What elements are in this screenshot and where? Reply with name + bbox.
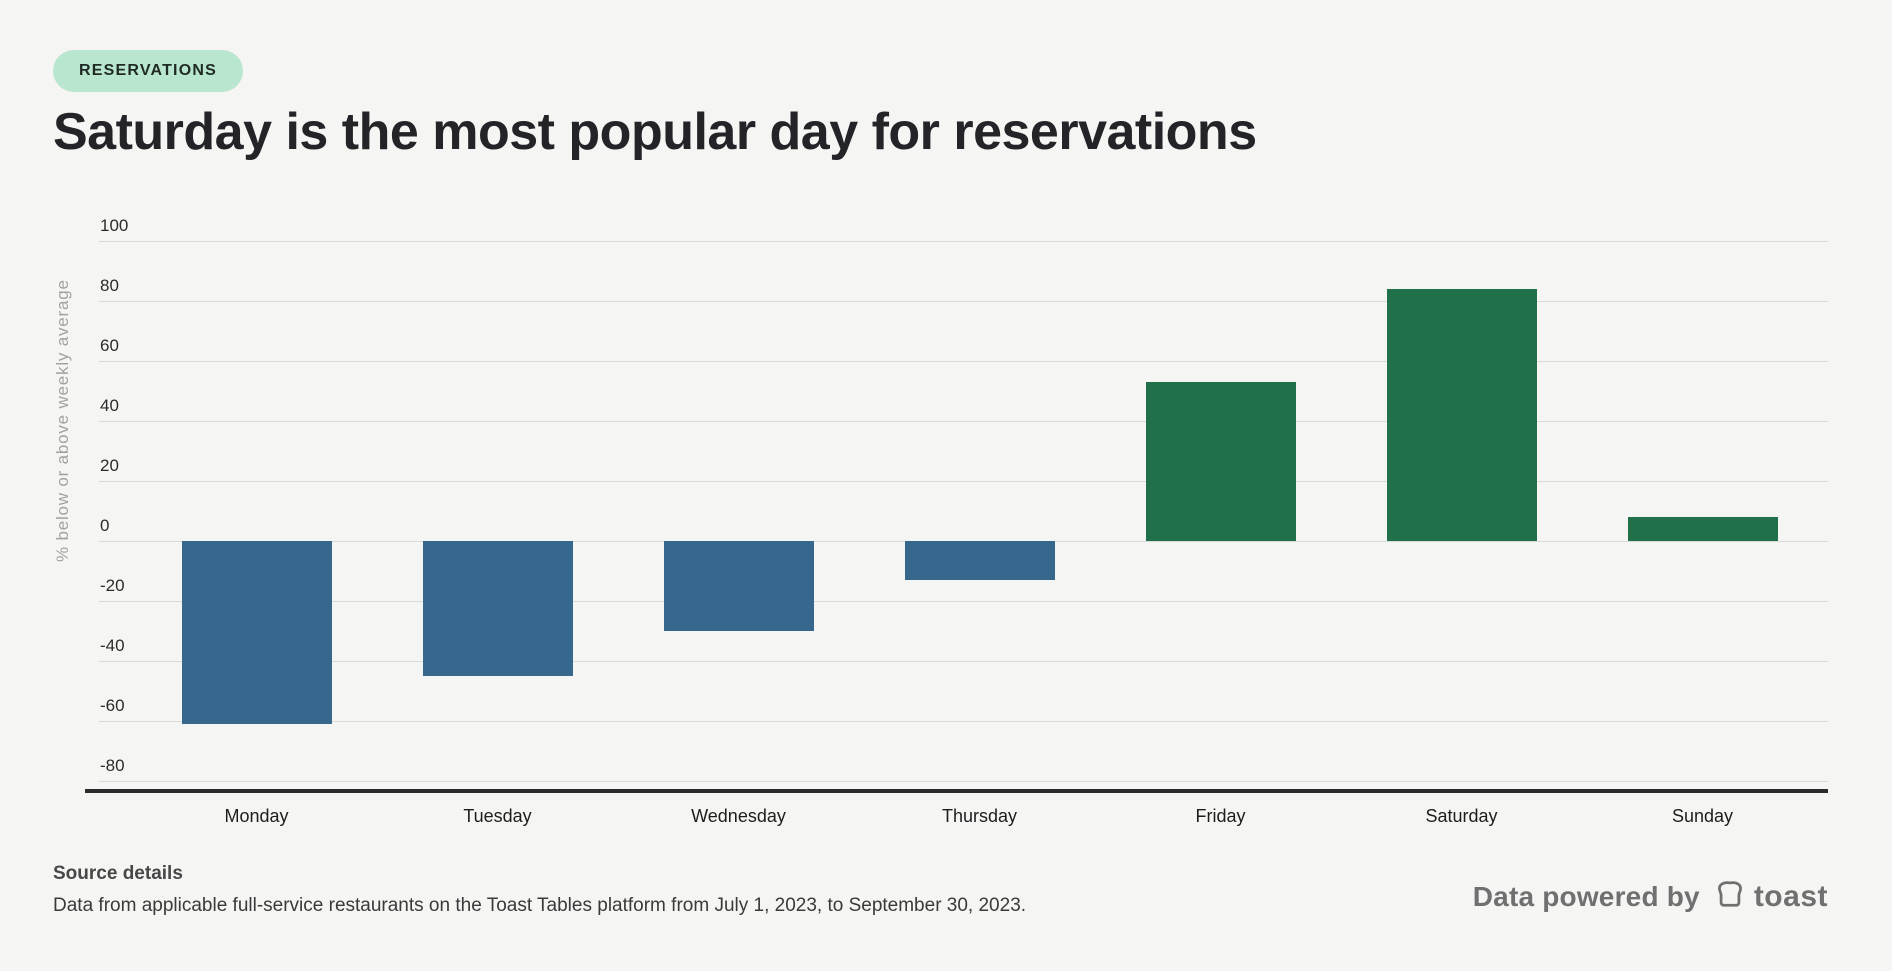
y-tick-label: 100 [100, 216, 129, 236]
grid-line [99, 241, 1828, 243]
x-axis-label: Monday [224, 806, 289, 827]
x-axis-labels: Monday Tuesday Wednesday Thursday Friday Satu… [136, 803, 1823, 829]
x-axis-label: Friday [1195, 806, 1246, 827]
bar-column [859, 241, 1100, 781]
y-axis-title: % below or above weekly average [53, 279, 72, 563]
y-tick-label: -80 [100, 756, 125, 776]
bar-column [1100, 241, 1341, 781]
bar-wednesday [663, 541, 814, 632]
bar-column [618, 241, 859, 781]
bar-column [1341, 241, 1582, 781]
bar-chart: % below or above weekly average 100 80 60 4… [53, 216, 1828, 853]
bar-column [1582, 241, 1823, 781]
source-heading: Source details [53, 863, 183, 885]
powered-by-label: Data powered by [1472, 880, 1700, 912]
y-tick-label: -20 [100, 576, 125, 596]
bar-saturday [1386, 289, 1537, 542]
bars-container [136, 241, 1823, 781]
x-axis-line [85, 789, 1828, 794]
y-tick-label: 40 [100, 396, 119, 416]
source-details: Source details Data from applicable full… [53, 863, 1026, 917]
source-text: Data from applicable full-service restau… [53, 895, 1027, 917]
page-title: Saturday is the most popular day for res… [53, 103, 1257, 161]
grid-line [99, 301, 1828, 303]
x-axis-label: Sunday [1671, 806, 1734, 827]
x-axis-label: Saturday [1425, 806, 1498, 827]
plot-area: % below or above weekly average 100 80 60 4… [53, 216, 1828, 826]
y-tick-label: -40 [100, 636, 125, 656]
bar-column [377, 241, 618, 781]
bar-tuesday [422, 541, 573, 677]
grid-line [99, 601, 1828, 603]
y-tick-label: 60 [100, 336, 119, 356]
y-tick-label: 20 [100, 456, 119, 476]
y-tick-label: 80 [100, 276, 119, 296]
bar-monday [181, 541, 332, 725]
toast-bread-icon [1714, 878, 1746, 915]
bar-sunday [1627, 517, 1778, 542]
y-tick-label: -60 [100, 696, 125, 716]
bar-thursday [904, 541, 1055, 581]
grid-line [99, 781, 1828, 783]
grid-line [99, 481, 1828, 483]
grid-line [99, 721, 1828, 723]
grid-line [99, 421, 1828, 423]
category-badge: RESERVATIONS [53, 50, 243, 92]
x-axis-label: Tuesday [463, 806, 532, 827]
footer: Source details Data from applicable full… [53, 863, 1828, 917]
grid-line [99, 661, 1828, 663]
grid-line [99, 361, 1828, 363]
toast-wordmark: toast [1753, 879, 1828, 913]
data-powered-by: Data powered by toast [1473, 878, 1828, 917]
bar-friday [1145, 382, 1296, 542]
y-tick-label: 0 [100, 516, 110, 536]
x-axis-label: Wednesday [691, 806, 786, 827]
x-axis-label: Thursday [941, 806, 1018, 827]
bar-column [136, 241, 377, 781]
